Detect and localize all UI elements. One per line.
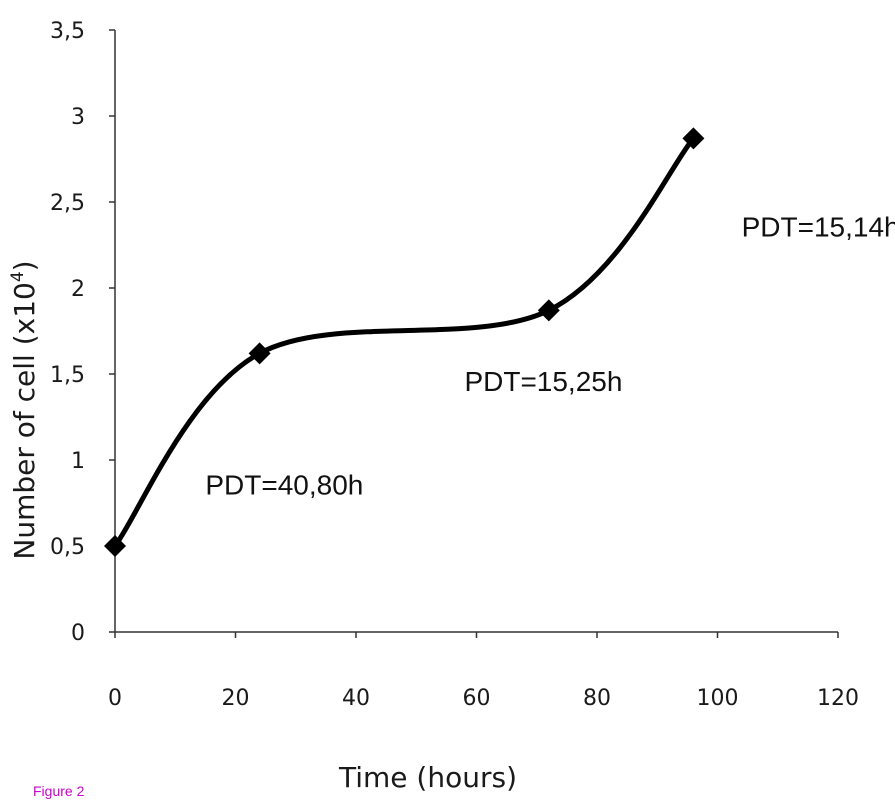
data-markers: [104, 127, 705, 557]
x-tick-label: 40: [342, 686, 370, 711]
x-tick-label: 120: [817, 686, 859, 711]
x-axis-title: Time (hours): [338, 761, 517, 794]
y-tick-label: 3: [71, 105, 85, 130]
axes: [114, 30, 838, 633]
y-tick-label: 2: [71, 277, 85, 302]
pdt-annotation: PDT=15,25h: [464, 366, 622, 397]
x-tick-label: 0: [108, 686, 122, 711]
figure-caption: Figure 2: [33, 783, 85, 799]
data-point-marker: [248, 342, 271, 365]
data-point-marker: [682, 127, 705, 150]
y-tick-label: 2,5: [50, 191, 85, 216]
y-tick-label: 1,5: [50, 363, 85, 388]
data-point-marker: [104, 535, 126, 557]
data-point-marker: [537, 299, 560, 322]
y-tick-label: 0: [71, 621, 85, 646]
x-tick-label: 100: [697, 686, 739, 711]
x-tick-label: 20: [222, 686, 250, 711]
y-axis-title-superscript: 4: [8, 271, 28, 282]
x-tick-label: 80: [583, 686, 611, 711]
y-axis-title-end: ): [8, 260, 41, 271]
y-axis-title: Number of cell (x104): [8, 260, 41, 559]
y-axis-title-main: Number of cell (x10: [8, 282, 41, 559]
pdt-annotation: PDT=15,14h: [742, 211, 895, 242]
y-tick-label: 0,5: [50, 535, 85, 560]
x-tick-label: 60: [463, 686, 491, 711]
series-line: [112, 135, 696, 549]
y-axis-ticks: 0 0,5 1 1,5 2 2,5 3 3,5: [50, 19, 115, 646]
pdt-annotation: PDT=40,80h: [205, 469, 363, 500]
x-axis-ticks: 0 20 40 60 80 100 120: [108, 632, 859, 711]
series-group: [112, 135, 696, 549]
annotations: PDT=40,80h PDT=15,25h PDT=15,14h: [205, 211, 895, 500]
y-tick-label: 1: [71, 449, 85, 474]
y-tick-label: 3,5: [50, 19, 85, 44]
